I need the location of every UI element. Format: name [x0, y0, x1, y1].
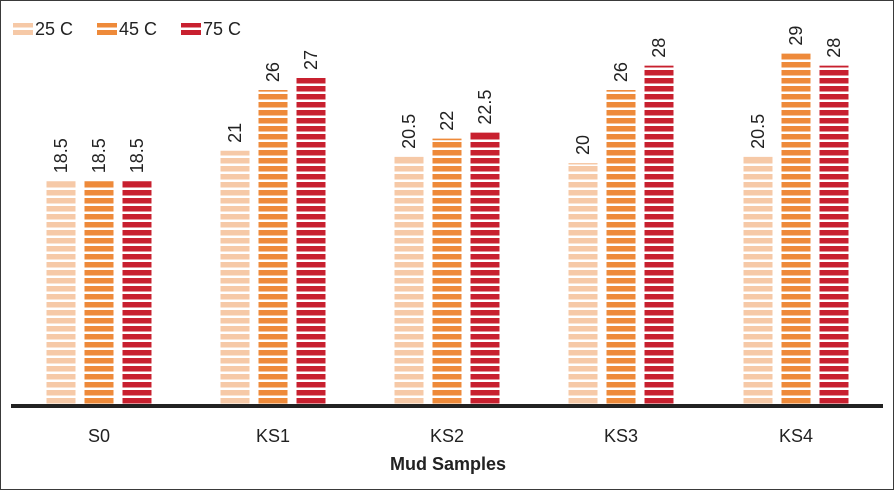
bar-ks1-series-1: [220, 150, 250, 406]
bar-ks2-series-3: [470, 132, 500, 406]
x-tick-s0: S0: [88, 426, 110, 446]
data-label-ks1-series-1: 21: [225, 123, 245, 143]
data-label-ks3-series-2: 26: [611, 62, 631, 82]
x-tick-ks4: KS4: [779, 426, 813, 446]
legend-label-2: 45 C: [119, 19, 157, 39]
data-label-ks2-series-3: 22.5: [475, 90, 495, 125]
data-label-ks3-series-1: 20: [573, 135, 593, 155]
bar-ks1-series-3: [296, 77, 326, 406]
data-label-s0-series-2: 18.5: [89, 138, 109, 173]
bar-ks3-series-1: [568, 163, 598, 406]
bar-ks1-series-2: [258, 90, 288, 406]
legend-swatch-3: [181, 23, 201, 35]
legend-label-3: 75 C: [203, 19, 241, 39]
x-tick-ks3: KS3: [604, 426, 638, 446]
data-label-s0-series-1: 18.5: [51, 138, 71, 173]
bar-s0-series-3: [122, 181, 152, 406]
bar-ks3-series-2: [606, 90, 636, 406]
value-labels: 18.5 18.5 18.5 21 26 27 20.5 22 22.5 20 26 28 20.5 29…: [51, 26, 844, 174]
bar-ks4-series-3: [819, 65, 849, 407]
x-tick-labels: S0 KS1 KS2 KS3 KS4: [88, 426, 813, 446]
legend-swatch-1: [13, 23, 33, 35]
bar-ks2-series-2: [432, 138, 462, 406]
bar-s0-series-1: [46, 181, 76, 406]
data-label-ks1-series-2: 26: [263, 62, 283, 82]
legend-label-1: 25 C: [35, 19, 73, 39]
x-tick-ks2: KS2: [430, 426, 464, 446]
bars: [46, 53, 849, 407]
bar-s0-series-2: [84, 181, 114, 406]
data-label-ks3-series-3: 28: [649, 38, 669, 58]
legend: 25 C 45 C 75 C: [13, 19, 241, 39]
data-label-ks4-series-3: 28: [824, 38, 844, 58]
x-tick-ks1: KS1: [256, 426, 290, 446]
x-axis-title: Mud Samples: [390, 454, 506, 474]
data-label-ks1-series-3: 27: [301, 50, 321, 70]
data-label-ks2-series-2: 22: [437, 111, 457, 131]
data-label-ks4-series-1: 20.5: [748, 114, 768, 149]
bar-ks4-series-1: [743, 156, 773, 406]
legend-swatch-2: [97, 23, 117, 35]
data-label-s0-series-3: 18.5: [127, 138, 147, 173]
bar-ks4-series-2: [781, 53, 811, 407]
bar-ks2-series-1: [394, 156, 424, 406]
data-label-ks4-series-2: 29: [786, 26, 806, 46]
bar-ks3-series-3: [644, 65, 674, 407]
data-label-ks2-series-1: 20.5: [399, 114, 419, 149]
